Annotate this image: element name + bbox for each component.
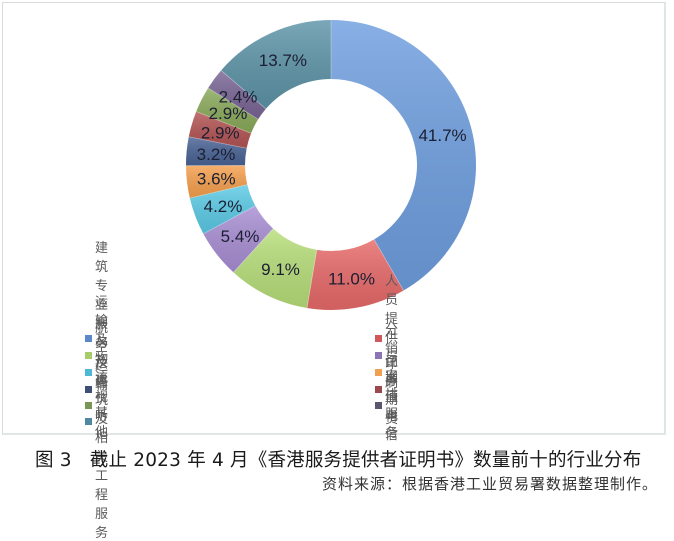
segment-value-label: 5.4% xyxy=(221,227,260,246)
source-note: 资料来源：根据香港工业贸易署数据整理制作。 xyxy=(322,473,658,494)
legend-swatch-icon xyxy=(85,335,92,342)
legend-swatch-icon xyxy=(375,335,382,342)
legend-swatch-icon xyxy=(85,352,92,359)
segment-value-label: 3.2% xyxy=(197,145,236,164)
segment-value-label: 4.2% xyxy=(204,197,243,216)
legend-swatch-icon xyxy=(375,402,382,409)
figure-caption: 图 3 截止 2023 年 4 月《香港服务提供者证明书》数量前十的行业分布 xyxy=(35,446,641,472)
segment-value-label: 3.6% xyxy=(197,170,236,189)
segment-value-label: 13.7% xyxy=(259,51,307,70)
segment-value-label: 2.9% xyxy=(209,104,248,123)
legend-swatch-icon xyxy=(85,402,92,409)
legend-item: 增值电信 xyxy=(375,397,400,413)
legend-swatch-icon xyxy=(85,418,92,425)
segment-value-label: 11.0% xyxy=(328,270,375,289)
legend-swatch-icon xyxy=(85,369,92,376)
legend-swatch-icon xyxy=(375,352,382,359)
segment-value-label: 2.4% xyxy=(219,87,258,106)
segment-value-label: 41.7% xyxy=(418,126,466,145)
legend-swatch-icon xyxy=(375,386,382,393)
figure-number: 图 3 xyxy=(35,450,72,471)
legend-swatch-icon xyxy=(375,369,382,376)
legend-label: 增值电信 xyxy=(385,367,400,443)
donut-segments xyxy=(186,20,476,310)
legend-item: 其他 xyxy=(85,413,110,429)
figure-title: 截止 2023 年 4 月《香港服务提供者证明书》数量前十的行业分布 xyxy=(90,450,642,471)
legend-label: 其他 xyxy=(95,402,110,440)
segment-value-label: 9.1% xyxy=(261,260,300,279)
legend-swatch-icon xyxy=(85,386,92,393)
segment-value-label: 2.9% xyxy=(201,123,240,142)
